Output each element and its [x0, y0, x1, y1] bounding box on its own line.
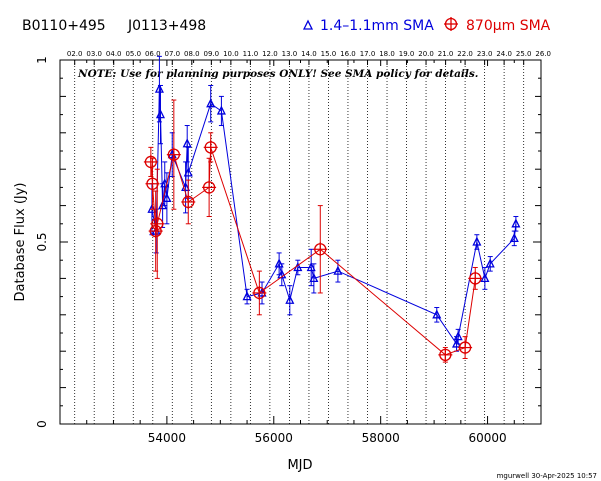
- y-tick-label: 0: [35, 420, 49, 428]
- year-tick-label: 20.0: [418, 50, 434, 58]
- x-axis-title: MJD: [287, 458, 312, 473]
- legend-triangle-marker: [302, 19, 314, 30]
- year-tick-label: 12.0: [262, 50, 278, 58]
- x-tick-label: 56000: [255, 431, 293, 445]
- legend-red-label: 870μm SMA: [466, 18, 551, 34]
- y-tick-label: 0.5: [35, 232, 49, 251]
- year-tick-label: 26.0: [535, 50, 551, 58]
- year-tick-label: 07.0: [164, 50, 180, 58]
- data-point: [285, 294, 295, 304]
- data-point: [206, 98, 216, 108]
- year-tick-label: 10.0: [223, 50, 239, 58]
- x-tick-label: 54000: [148, 431, 186, 445]
- year-tick-label: 04.0: [106, 50, 122, 58]
- year-tick-label: 08.0: [184, 50, 200, 58]
- data-point: [242, 291, 252, 301]
- year-tick-label: 17.0: [360, 50, 376, 58]
- year-tick-label: 24.0: [496, 50, 512, 58]
- data-point: [277, 269, 287, 279]
- series-870um: [143, 99, 483, 363]
- year-tick-label: 06.0: [145, 50, 161, 58]
- data-point: [485, 258, 495, 268]
- year-grid: [74, 60, 525, 424]
- legend: 1.4–1.1mm SMA 870μm SMA: [302, 17, 551, 34]
- alt-name: J0113+498: [127, 18, 206, 34]
- year-tick-label: 14.0: [301, 50, 317, 58]
- year-tick-label: 05.0: [125, 50, 141, 58]
- y-axis: 00.51: [35, 56, 541, 428]
- x-tick-label: 60000: [468, 431, 506, 445]
- year-tick-label: 15.0: [321, 50, 337, 58]
- year-tick-label: 16.0: [340, 50, 356, 58]
- data-point: [306, 262, 316, 272]
- data-point: [509, 232, 519, 243]
- data-point: [216, 105, 226, 115]
- data-point: [511, 218, 521, 228]
- data-point: [472, 236, 482, 246]
- x-tick-label: 58000: [362, 431, 400, 445]
- data-point: [333, 265, 343, 275]
- x-axis: 54000 56000 58000 60000: [59, 60, 542, 445]
- year-tick-label: 18.0: [379, 50, 395, 58]
- top-year-axis: 02.0 03.0 04.0 05.0 06.0 07.0 08.0 09.0 10.0 11.0…: [67, 50, 551, 65]
- source-name: B0110+495: [22, 18, 106, 34]
- y-axis-title: Database Flux (Jy): [13, 183, 28, 302]
- plot-frame: [59, 59, 542, 425]
- data-point: [182, 138, 192, 148]
- year-tick-label: 21.0: [438, 50, 454, 58]
- data-point: [480, 272, 490, 283]
- year-tick-label: 23.0: [477, 50, 493, 58]
- year-tick-label: 13.0: [282, 50, 298, 58]
- year-tick-label: 03.0: [86, 50, 102, 58]
- year-tick-label: 09.0: [204, 50, 220, 58]
- year-tick-label: 25.0: [516, 50, 532, 58]
- data-point: [162, 192, 172, 202]
- data-point: [183, 167, 193, 177]
- data-point: [453, 331, 463, 341]
- data-point: [155, 109, 166, 119]
- series-1.4-1.1mm: [147, 55, 521, 352]
- data-point: [154, 83, 164, 93]
- year-tick-label: 11.0: [243, 50, 259, 58]
- year-tick-label: 19.0: [399, 50, 415, 58]
- legend-blue-label: 1.4–1.1mm SMA: [320, 18, 434, 34]
- year-tick-label: 22.0: [457, 50, 473, 58]
- planning-note: NOTE: Use for planning purposes ONLY! Se…: [77, 68, 478, 80]
- y-tick-label: 1: [35, 56, 49, 64]
- credit-line: mgurwell 30-Apr-2025 10:57: [497, 472, 597, 480]
- series-line: [150, 147, 476, 356]
- year-tick-label: 02.0: [67, 50, 83, 58]
- data-point: [309, 272, 319, 283]
- series-line: [151, 89, 517, 346]
- data-point: [432, 309, 442, 319]
